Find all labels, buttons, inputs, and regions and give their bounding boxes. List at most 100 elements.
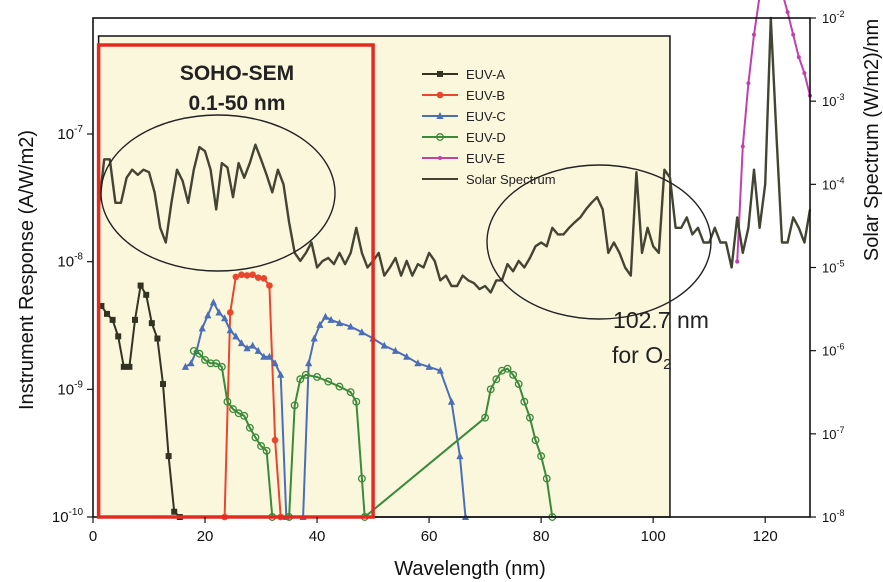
x-tick-label: 100: [641, 528, 666, 545]
data-point: [109, 316, 116, 323]
annotation-line1: 102.7 nm: [613, 307, 709, 333]
data-point: [357, 474, 366, 483]
y-right-tick-label: 10-7: [822, 425, 844, 442]
annotation-line2: for O2: [612, 342, 671, 373]
data-point: [796, 55, 801, 60]
data-point: [447, 397, 456, 405]
data-point: [206, 359, 215, 368]
annotation-line2-prefix: for O: [612, 342, 663, 368]
data-point: [346, 388, 355, 397]
data-point: [785, 10, 790, 15]
data-point: [260, 352, 268, 360]
data-point: [215, 308, 223, 316]
x-tick-label: 60: [421, 528, 438, 545]
data-point: [358, 328, 366, 336]
x-tick-label: 80: [533, 528, 550, 545]
data-point: [509, 370, 518, 379]
data-point: [165, 453, 172, 460]
series-line: [97, 16, 812, 294]
data-point: [201, 355, 209, 364]
data-point: [262, 446, 271, 455]
data-point: [425, 362, 433, 370]
data-point: [217, 362, 226, 371]
y-right-tick-label: 10-2: [822, 9, 844, 26]
legend-item: EUV-B: [422, 88, 505, 103]
data-point: [436, 366, 444, 374]
data-point: [257, 442, 265, 450]
data-point: [740, 144, 745, 149]
legend-item: EUV-E: [422, 151, 505, 166]
data-point: [209, 298, 218, 306]
x-tick-label: 20: [197, 528, 214, 545]
data-point: [481, 413, 490, 422]
data-point: [204, 311, 212, 319]
data-point: [456, 452, 464, 460]
data-point: [391, 346, 400, 354]
legend-label: Solar Spectrum: [466, 172, 556, 187]
data-point: [525, 413, 534, 422]
data-point: [310, 334, 318, 342]
data-point: [237, 339, 246, 347]
data-point: [243, 272, 251, 279]
data-point: [296, 375, 305, 384]
y-left-tick-label: 10-7: [57, 124, 83, 143]
data-point: [115, 333, 122, 340]
y-right-tick-label: 10-6: [822, 342, 844, 359]
data-point: [486, 385, 495, 394]
legend-label: EUV-B: [466, 88, 505, 103]
annotation-line2-sub: 2: [663, 356, 671, 373]
data-point: [232, 273, 240, 281]
data-point: [531, 436, 540, 445]
x-tick-label: 120: [753, 528, 778, 545]
data-point: [335, 319, 344, 327]
data-point: [514, 380, 523, 388]
data-point: [254, 274, 262, 281]
data-point: [791, 32, 796, 37]
data-point: [266, 282, 273, 289]
data-point: [249, 271, 256, 279]
data-point: [260, 275, 268, 282]
data-point: [277, 370, 285, 378]
legend-item: EUV-D: [422, 130, 506, 145]
data-point: [143, 291, 150, 298]
data-point: [520, 397, 529, 406]
data-point: [132, 316, 139, 323]
legend-item: EUV-A: [422, 67, 505, 82]
annotation-ellipse-right: [486, 164, 712, 320]
data-point: [271, 436, 279, 444]
y-left-tick-label: 10-10: [52, 507, 84, 526]
data-point: [238, 271, 245, 279]
data-point: [503, 364, 512, 373]
data-point: [98, 302, 105, 309]
data-point: [195, 349, 204, 358]
data-point: [240, 411, 249, 420]
data-point: [347, 322, 355, 330]
data-point: [232, 332, 240, 340]
legend-label: EUV-D: [466, 130, 506, 145]
y-axis-title-right: Solar Spectrum (W/m2)/nm: [861, 19, 883, 261]
legend-label: EUV-E: [466, 151, 505, 166]
legend-label: EUV-C: [466, 109, 506, 124]
data-point: [226, 326, 234, 334]
data-point: [154, 335, 161, 342]
data-point: [492, 375, 501, 384]
data-point: [313, 373, 322, 381]
data-point: [245, 423, 254, 432]
legend-marker: [436, 133, 444, 141]
data-point: [120, 363, 127, 370]
data-point: [254, 346, 262, 354]
data-point: [316, 320, 324, 328]
legend-marker: [436, 91, 444, 99]
x-axis-title: Wavelength (nm): [394, 558, 546, 580]
legend-item: EUV-C: [422, 109, 506, 124]
y-axis-title-left: Instrument Response (A/W/m2): [16, 130, 38, 410]
series-line: [736, 0, 811, 262]
data-point: [735, 259, 740, 264]
data-point: [335, 382, 344, 391]
box-title-line2: 0.1-50 nm: [189, 92, 286, 115]
y-right-tick-label: 10-3: [822, 92, 844, 109]
data-point: [249, 341, 257, 349]
data-point: [229, 405, 237, 414]
y-left-tick-label: 10-8: [57, 252, 83, 271]
